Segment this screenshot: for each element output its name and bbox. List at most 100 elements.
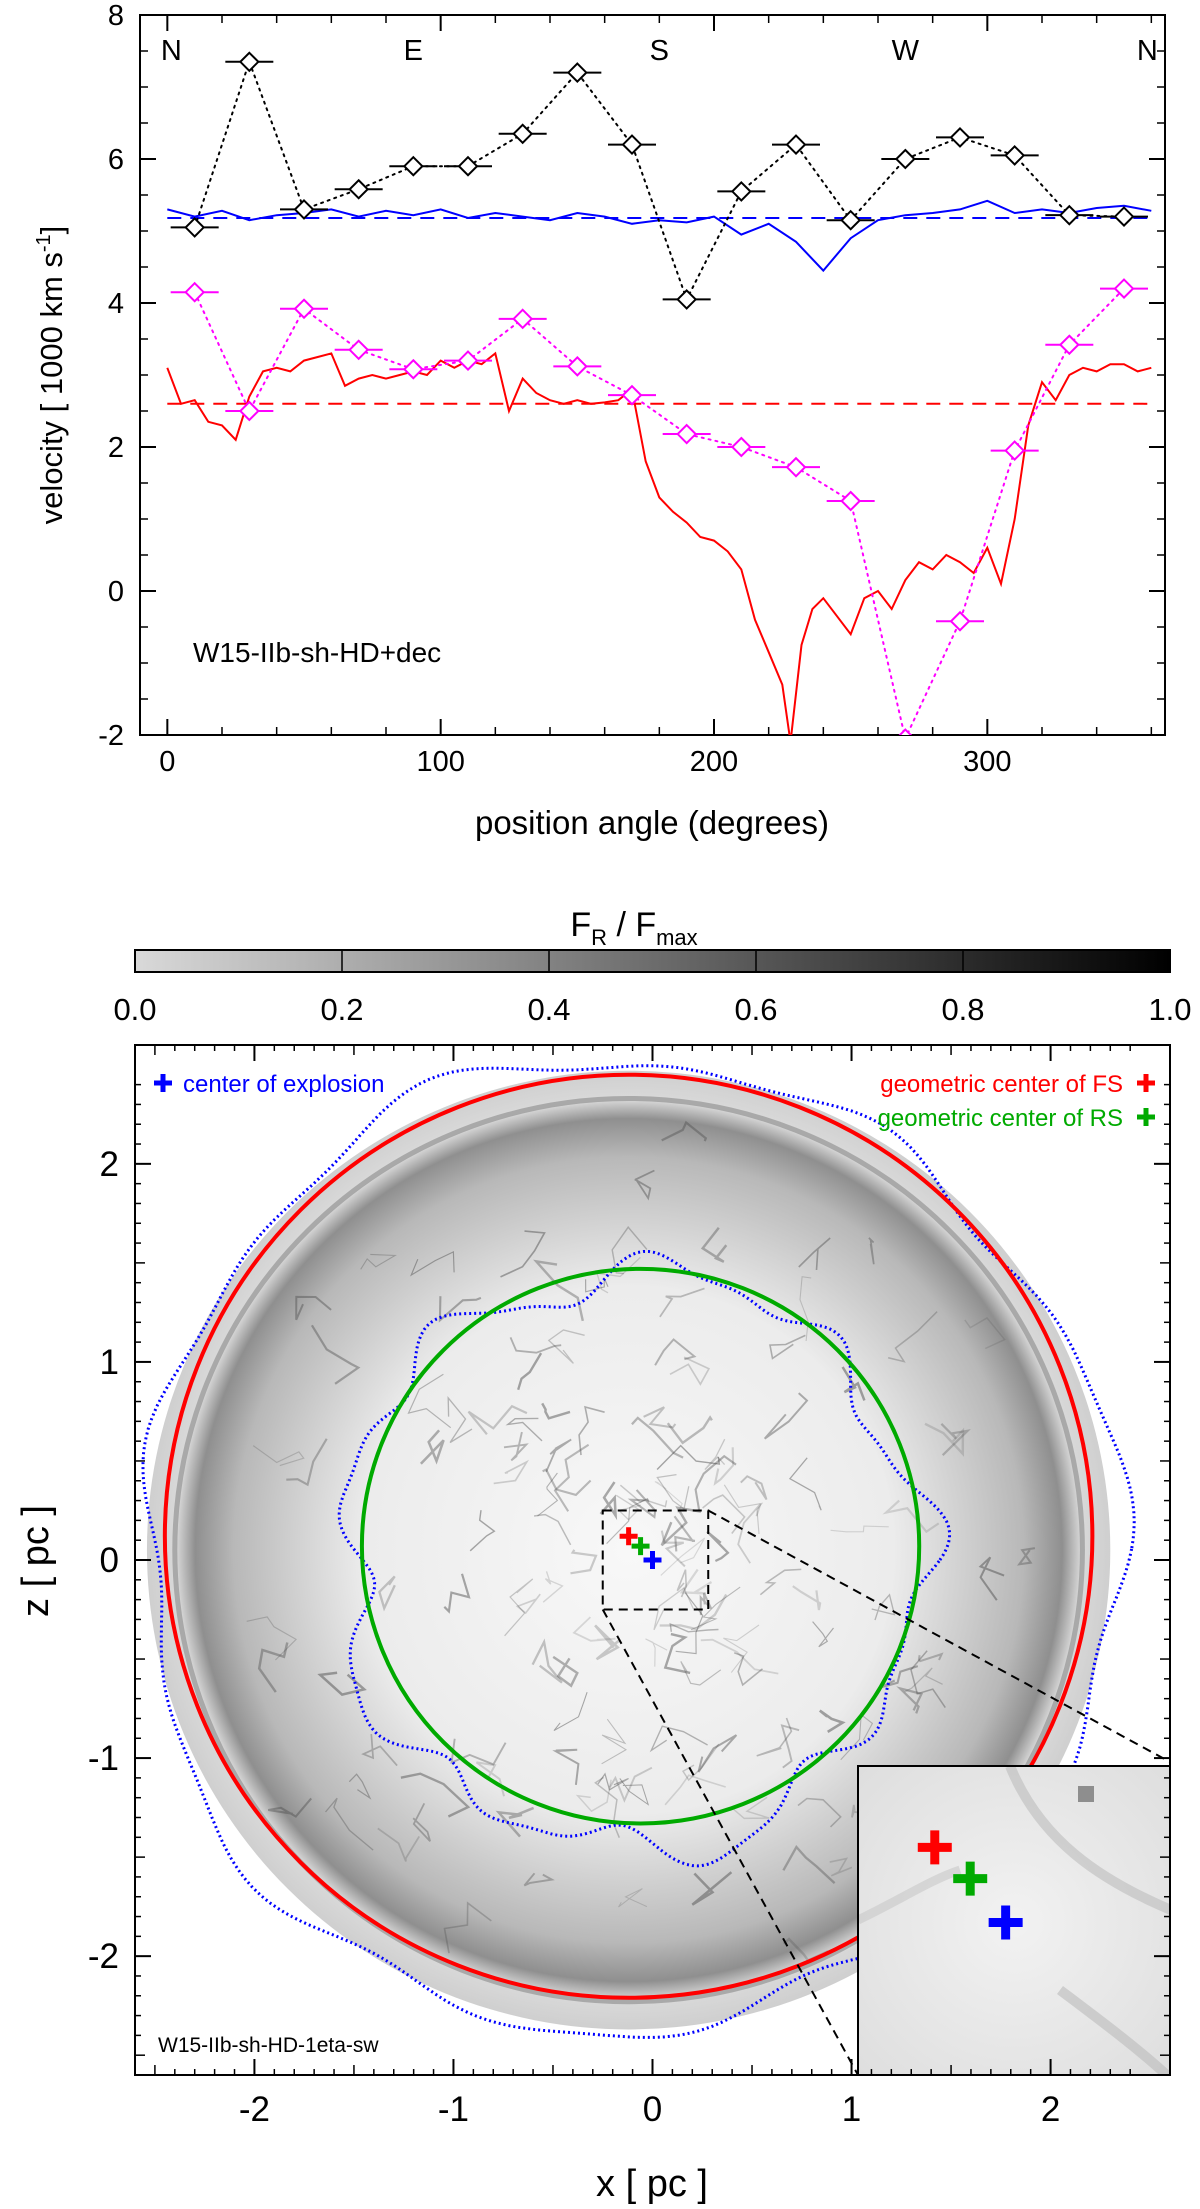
axis-ticks [140, 14, 1165, 736]
filament [438, 1296, 482, 1323]
filament [310, 1324, 361, 1385]
map-model-label: W15-IIb-sh-HD-1eta-sw [158, 2034, 379, 2057]
filament [659, 1593, 728, 1631]
filament [756, 1717, 793, 1757]
filament [597, 1772, 629, 1791]
x-axis-label: position angle (degrees) [475, 804, 829, 841]
filament [663, 1632, 691, 1675]
filament [447, 1395, 473, 1444]
filament [702, 1494, 746, 1534]
diamond-marker [512, 123, 534, 145]
filament [792, 1585, 822, 1611]
filament [940, 1423, 971, 1456]
filament [295, 1295, 332, 1321]
filament [691, 1871, 733, 1906]
filament [517, 1352, 543, 1391]
direction-label: N [161, 35, 182, 67]
colorbar-tick-label: 0.8 [941, 992, 984, 1027]
filament [575, 1779, 612, 1813]
filament [868, 1237, 875, 1265]
filament [731, 1796, 770, 1820]
diamond-marker [1004, 144, 1026, 166]
colorbar-gradient [134, 949, 1171, 973]
model-label: W15-IIb-sh-HD+dec [193, 637, 441, 668]
diamond-marker [840, 209, 862, 231]
zoom-inset [858, 1766, 1170, 2075]
diamond-marker [184, 281, 206, 303]
reverse-shock-fit-circle [359, 1266, 922, 1826]
y-axis-label-close: ] [34, 226, 69, 235]
filament [723, 1484, 764, 1534]
filament [553, 1443, 590, 1512]
filament [495, 1806, 535, 1838]
filament [547, 1329, 585, 1364]
filament [542, 1571, 564, 1603]
y-tick-label: 6 [108, 144, 124, 176]
diamond-marker [348, 339, 370, 361]
filament [443, 1901, 492, 1954]
diamond-marker [238, 400, 260, 422]
filament [246, 1616, 298, 1661]
filament [523, 1872, 555, 1887]
diamond-marker [1004, 440, 1026, 462]
filament [713, 1447, 735, 1486]
filament [829, 1857, 853, 1877]
filament [552, 1748, 580, 1786]
filament [666, 1415, 713, 1445]
filament [654, 1338, 697, 1366]
diamond-marker [1058, 204, 1080, 226]
diamond-marker [512, 308, 534, 330]
diamond-marker [348, 178, 370, 200]
filament [887, 1311, 938, 1363]
x-tick-label: 0 [159, 746, 175, 778]
filament [723, 1624, 760, 1673]
filament [763, 1392, 809, 1440]
y-tick-label: 0 [100, 1541, 119, 1580]
colorbar-tick-label: 0.0 [113, 992, 156, 1027]
diamond-marker [566, 355, 588, 377]
filament [361, 1733, 398, 1767]
diamond-marker [785, 456, 807, 478]
filament [669, 1622, 719, 1633]
filament [634, 1169, 655, 1201]
filament [656, 1473, 690, 1510]
diamond-marker [730, 436, 752, 458]
colorbar-label-sep: / F [607, 906, 656, 944]
filament [619, 1484, 668, 1508]
filament [690, 1586, 741, 1631]
diamond-marker [184, 216, 206, 238]
filament [812, 1621, 834, 1648]
zoom-connector-top [707, 1509, 1170, 1763]
map-content [141, 1064, 1170, 2075]
series-line-0 [193, 58, 1125, 302]
filament [660, 1506, 702, 1547]
filament [505, 1417, 543, 1442]
y-tick-label: 2 [100, 1145, 119, 1184]
y-tick-label: 8 [108, 0, 124, 32]
diamond-marker [676, 423, 698, 445]
diamond-marker [566, 62, 588, 84]
filament [643, 1406, 677, 1429]
remnant-limb [172, 1095, 1085, 2005]
x-tick-label: 0 [643, 2090, 662, 2129]
filament [252, 1445, 305, 1467]
filament [681, 1743, 720, 1782]
filament [599, 1481, 618, 1521]
filament [740, 1475, 768, 1501]
filament [664, 1774, 726, 1806]
legend-text-explosion: center of explosion [183, 1071, 384, 1098]
filament [1016, 1547, 1036, 1566]
diamond-marker [621, 384, 643, 406]
map-axis-ticks [135, 1045, 1170, 2075]
filament [400, 1772, 471, 1818]
filament [348, 1773, 372, 1800]
filament [917, 1652, 944, 1663]
filament [841, 1366, 866, 1401]
diamond-marker [621, 134, 643, 156]
filament [797, 1797, 842, 1828]
filament [654, 1481, 683, 1514]
filament [409, 1251, 455, 1277]
colorbar-label-main: F [570, 906, 591, 944]
